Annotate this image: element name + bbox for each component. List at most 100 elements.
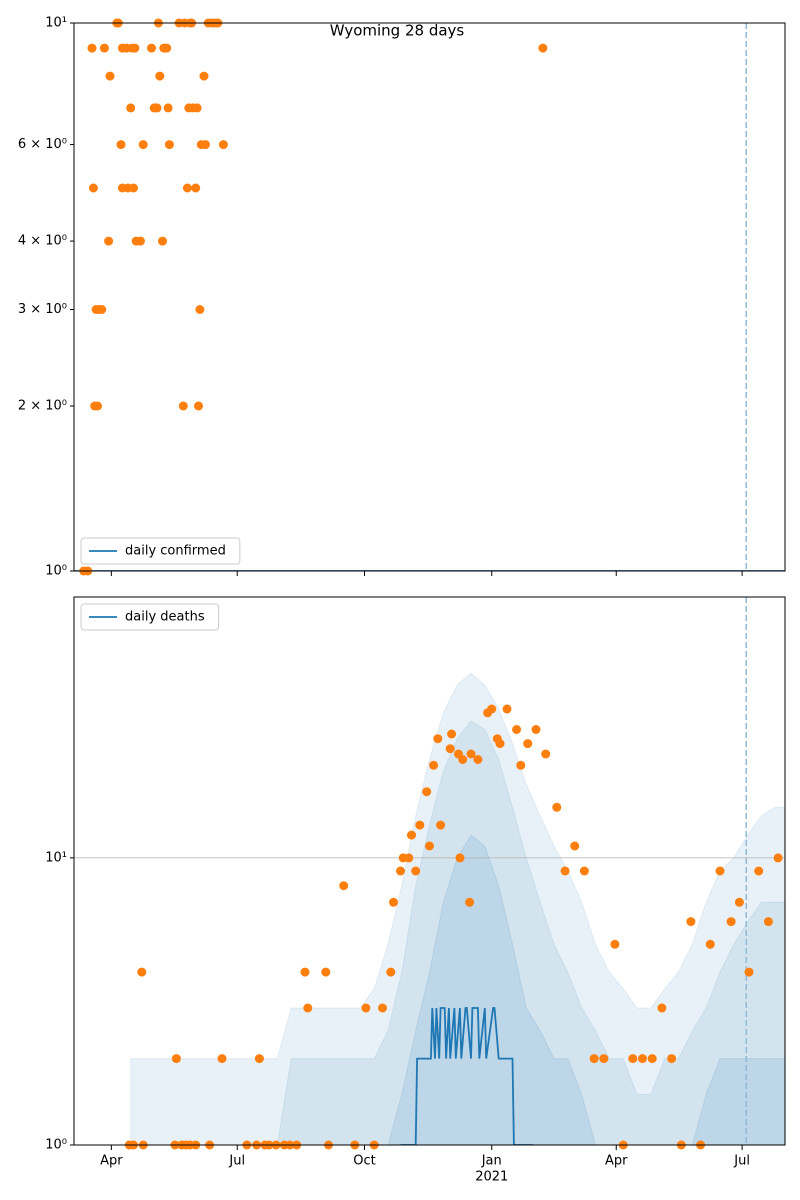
point bbox=[445, 744, 455, 754]
point bbox=[135, 236, 145, 246]
point bbox=[217, 1054, 227, 1064]
point bbox=[726, 917, 736, 927]
y-tick-label: 10¹ bbox=[45, 850, 67, 865]
y-tick-label: 10¹ bbox=[45, 16, 67, 31]
point bbox=[129, 183, 138, 193]
point bbox=[465, 897, 475, 907]
point bbox=[715, 866, 725, 876]
legend-label: daily deaths bbox=[125, 610, 205, 625]
point bbox=[321, 967, 331, 977]
point bbox=[610, 939, 620, 949]
point bbox=[137, 967, 147, 977]
point bbox=[447, 729, 457, 739]
point bbox=[199, 71, 209, 81]
point bbox=[754, 866, 764, 876]
point bbox=[99, 43, 109, 53]
point bbox=[163, 103, 173, 113]
point bbox=[195, 305, 205, 314]
legend-box bbox=[80, 603, 220, 631]
point bbox=[570, 841, 580, 851]
point bbox=[303, 1003, 313, 1013]
point bbox=[182, 183, 192, 193]
point bbox=[386, 967, 396, 977]
point bbox=[415, 820, 425, 830]
band bbox=[130, 672, 785, 1145]
point bbox=[191, 183, 201, 193]
point bbox=[88, 183, 98, 193]
point bbox=[138, 140, 148, 150]
x-tick-label: Jul bbox=[733, 1154, 750, 1169]
x-tick-label: Apr bbox=[100, 1154, 123, 1169]
band bbox=[130, 720, 785, 1145]
point bbox=[422, 787, 432, 797]
point bbox=[200, 140, 210, 150]
point bbox=[105, 71, 115, 81]
point bbox=[466, 749, 476, 759]
point bbox=[361, 1003, 371, 1013]
point bbox=[147, 43, 156, 53]
point bbox=[378, 1003, 387, 1013]
point bbox=[531, 725, 541, 734]
band bbox=[130, 834, 785, 1145]
point bbox=[155, 71, 165, 81]
point bbox=[254, 1054, 264, 1064]
legend-box bbox=[80, 537, 241, 565]
point bbox=[552, 802, 562, 812]
point bbox=[130, 43, 140, 53]
legend: daily confirmed bbox=[80, 537, 241, 565]
point bbox=[389, 897, 398, 907]
x-tick-label: Jul bbox=[228, 1154, 245, 1169]
x-tick-label: Apr bbox=[605, 1154, 628, 1169]
legend: daily deaths bbox=[80, 603, 220, 631]
point bbox=[433, 734, 443, 744]
point bbox=[579, 866, 589, 876]
point bbox=[763, 917, 773, 927]
point bbox=[657, 1003, 667, 1013]
point bbox=[300, 967, 310, 977]
point bbox=[686, 917, 696, 927]
point bbox=[560, 866, 570, 876]
point bbox=[541, 749, 551, 759]
point bbox=[104, 236, 114, 246]
point bbox=[407, 830, 416, 840]
axes-frame bbox=[73, 596, 786, 1146]
point bbox=[178, 401, 188, 411]
y-tick-label: 2 × 10⁰ bbox=[18, 399, 67, 414]
x-year-label: 2021 bbox=[475, 1170, 508, 1185]
point bbox=[628, 1054, 638, 1064]
point bbox=[411, 866, 421, 876]
point bbox=[495, 739, 505, 749]
point bbox=[589, 1054, 599, 1064]
point bbox=[647, 1054, 657, 1064]
point bbox=[126, 103, 136, 113]
point bbox=[523, 739, 533, 749]
point bbox=[705, 939, 715, 949]
y-tick-label: 10⁰ bbox=[45, 1138, 67, 1153]
point bbox=[516, 760, 526, 770]
point bbox=[192, 103, 202, 113]
point bbox=[218, 140, 228, 150]
point bbox=[194, 401, 203, 411]
point bbox=[487, 704, 497, 714]
point bbox=[164, 140, 174, 150]
point bbox=[455, 853, 465, 863]
point bbox=[93, 401, 102, 411]
point bbox=[425, 841, 434, 851]
point bbox=[429, 760, 439, 770]
point bbox=[158, 236, 167, 246]
point bbox=[404, 853, 414, 863]
chart-title: Wyoming 28 days bbox=[330, 22, 465, 40]
point bbox=[744, 967, 754, 977]
point bbox=[667, 1054, 677, 1064]
x-tick-label: Oct bbox=[353, 1154, 375, 1169]
point bbox=[97, 305, 107, 314]
point bbox=[152, 103, 162, 113]
point bbox=[638, 1054, 647, 1064]
point bbox=[734, 897, 744, 907]
y-tick-label: 6 × 10⁰ bbox=[18, 137, 67, 152]
plot-area bbox=[130, 672, 785, 1145]
point bbox=[512, 725, 522, 734]
point bbox=[458, 755, 468, 764]
point bbox=[436, 820, 446, 830]
